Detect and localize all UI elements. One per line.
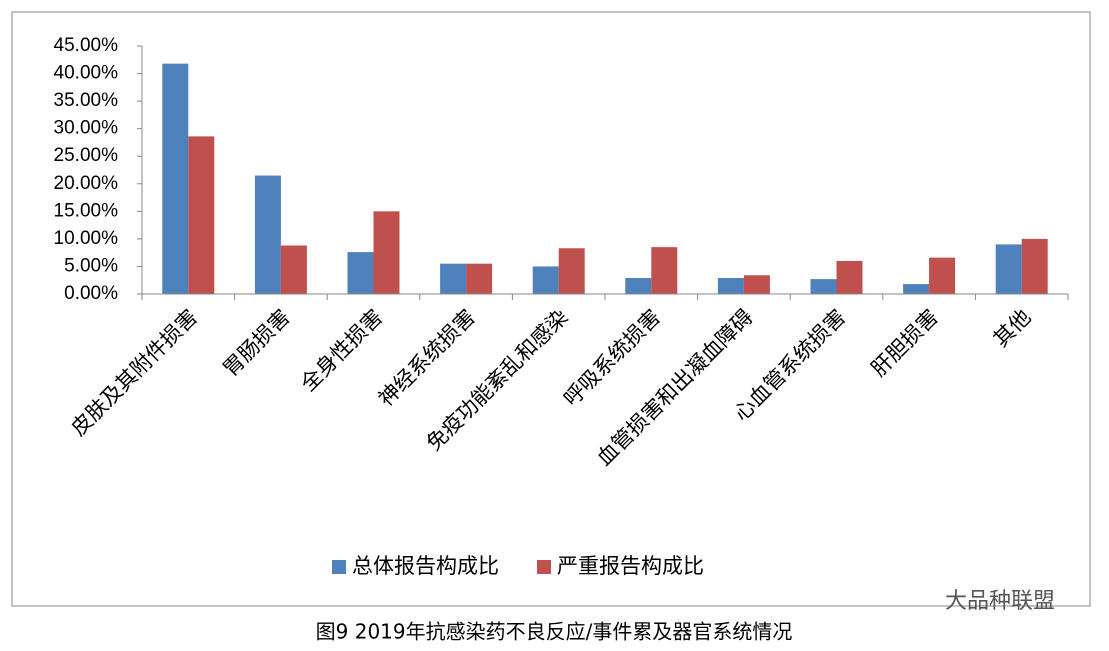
bar — [532, 266, 559, 294]
y-tick-label: 35.00% — [54, 90, 119, 111]
bar — [466, 263, 493, 294]
bar — [995, 244, 1022, 294]
bar — [717, 278, 744, 294]
bar — [1021, 238, 1048, 294]
bar — [743, 275, 770, 294]
bar — [810, 279, 837, 294]
y-tick-label: 45.00% — [54, 35, 119, 56]
chart-frame — [11, 11, 1091, 607]
bar — [440, 263, 467, 294]
legend-label: 总体报告构成比 — [352, 554, 499, 578]
legend-label: 严重报告构成比 — [557, 554, 704, 578]
y-tick-label: 0.00% — [64, 283, 118, 304]
y-tick-label: 5.00% — [64, 255, 118, 276]
y-tick-label: 10.00% — [54, 228, 119, 249]
bar — [903, 284, 930, 294]
bar — [188, 136, 215, 294]
y-tick-label: 15.00% — [54, 200, 119, 221]
y-tick-label: 40.00% — [54, 63, 119, 84]
bar — [929, 257, 956, 294]
bar — [280, 245, 307, 294]
bar — [162, 63, 189, 294]
bar — [836, 260, 863, 294]
legend-swatch — [332, 560, 346, 574]
watermark: 大品种联盟 — [945, 589, 1055, 614]
legend-swatch — [537, 560, 551, 574]
bar — [651, 247, 678, 294]
y-tick-label: 30.00% — [54, 118, 119, 139]
bar — [254, 175, 281, 294]
bar — [373, 211, 400, 294]
caption: 图9 2019年抗感染药不良反应/事件累及器官系统情况 — [316, 620, 793, 644]
y-tick-label: 20.00% — [54, 173, 119, 194]
bar — [558, 248, 585, 294]
bar — [625, 278, 652, 294]
bar — [347, 252, 374, 294]
y-tick-label: 25.00% — [54, 145, 119, 166]
